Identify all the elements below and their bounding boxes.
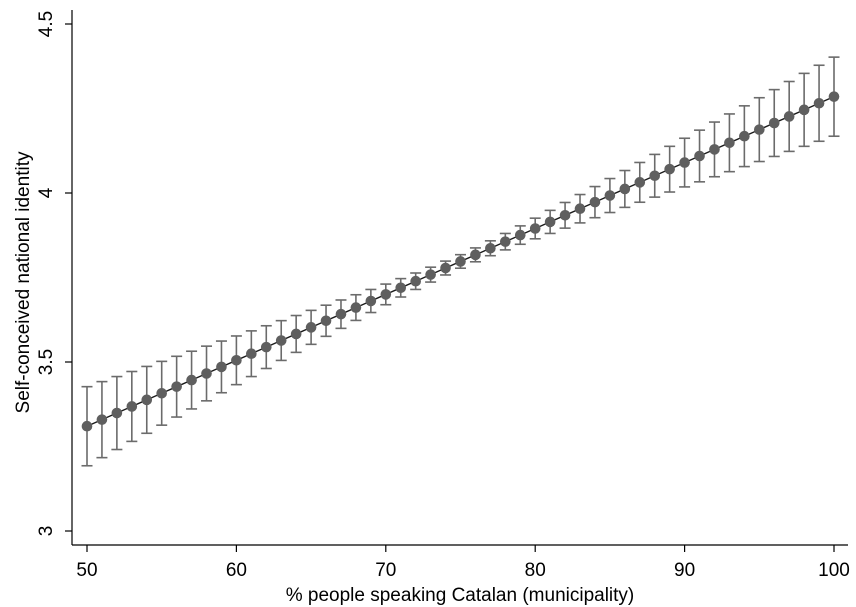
data-point (201, 368, 212, 379)
data-point (500, 236, 511, 247)
x-axis: 50 60 70 80 90 100 (72, 544, 850, 581)
data-point (216, 361, 227, 373)
data-point (544, 216, 556, 228)
y-tick-label: 3.5 (36, 349, 57, 375)
data-point (709, 144, 720, 155)
y-tick-label: 4.5 (36, 11, 57, 37)
data-point (694, 150, 705, 162)
data-point (485, 242, 496, 254)
data-point (589, 196, 601, 208)
data-point (275, 335, 287, 346)
data-point (111, 407, 123, 419)
data-point (574, 203, 586, 215)
data-point (559, 210, 571, 221)
data-point (290, 328, 302, 340)
x-tick-label: 100 (818, 560, 850, 581)
data-point (410, 275, 421, 287)
data-point (828, 91, 840, 102)
data-point (783, 111, 795, 122)
data-point (126, 401, 138, 412)
data-point (724, 137, 735, 149)
x-tick-label: 90 (674, 560, 695, 581)
data-point (350, 302, 362, 313)
data-point (81, 420, 93, 432)
data-point (320, 315, 332, 327)
data-point (514, 229, 526, 241)
data-point (425, 269, 436, 280)
data-point (440, 262, 451, 274)
y-tick-label: 3 (36, 526, 57, 537)
data-point (96, 414, 108, 425)
data-point (231, 355, 242, 366)
data-point (171, 381, 182, 392)
data-point (619, 183, 631, 195)
data-point (634, 177, 646, 188)
data-point (664, 163, 675, 175)
data-point (470, 249, 481, 261)
data-point (679, 157, 690, 168)
y-axis-title: Self-conceived national identity (13, 151, 34, 413)
plot-area (81, 56, 840, 467)
data-point (305, 322, 317, 333)
data-point (395, 282, 407, 294)
x-axis-title: % people speaking Catalan (municipality) (286, 585, 635, 606)
x-tick-label: 70 (375, 560, 396, 581)
data-point (246, 348, 257, 360)
data-point (260, 341, 272, 353)
x-tick-label: 80 (525, 560, 546, 581)
data-point (813, 97, 825, 109)
data-point (754, 124, 765, 135)
data-point (604, 190, 616, 201)
data-point (335, 308, 347, 320)
data-point (380, 289, 392, 300)
x-tick-label: 50 (76, 560, 97, 581)
data-point (156, 387, 167, 399)
x-tick-label: 60 (226, 560, 247, 581)
data-point (739, 130, 750, 142)
data-point (141, 394, 153, 406)
y-axis: 3 3.5 4 4.5 (36, 10, 73, 545)
y-tick-label: 4 (36, 187, 57, 198)
data-point (186, 374, 197, 386)
data-point (798, 104, 810, 116)
data-point (455, 256, 466, 267)
data-point (649, 170, 661, 182)
data-point (365, 295, 377, 307)
data-point (529, 223, 541, 234)
data-point (768, 117, 780, 129)
